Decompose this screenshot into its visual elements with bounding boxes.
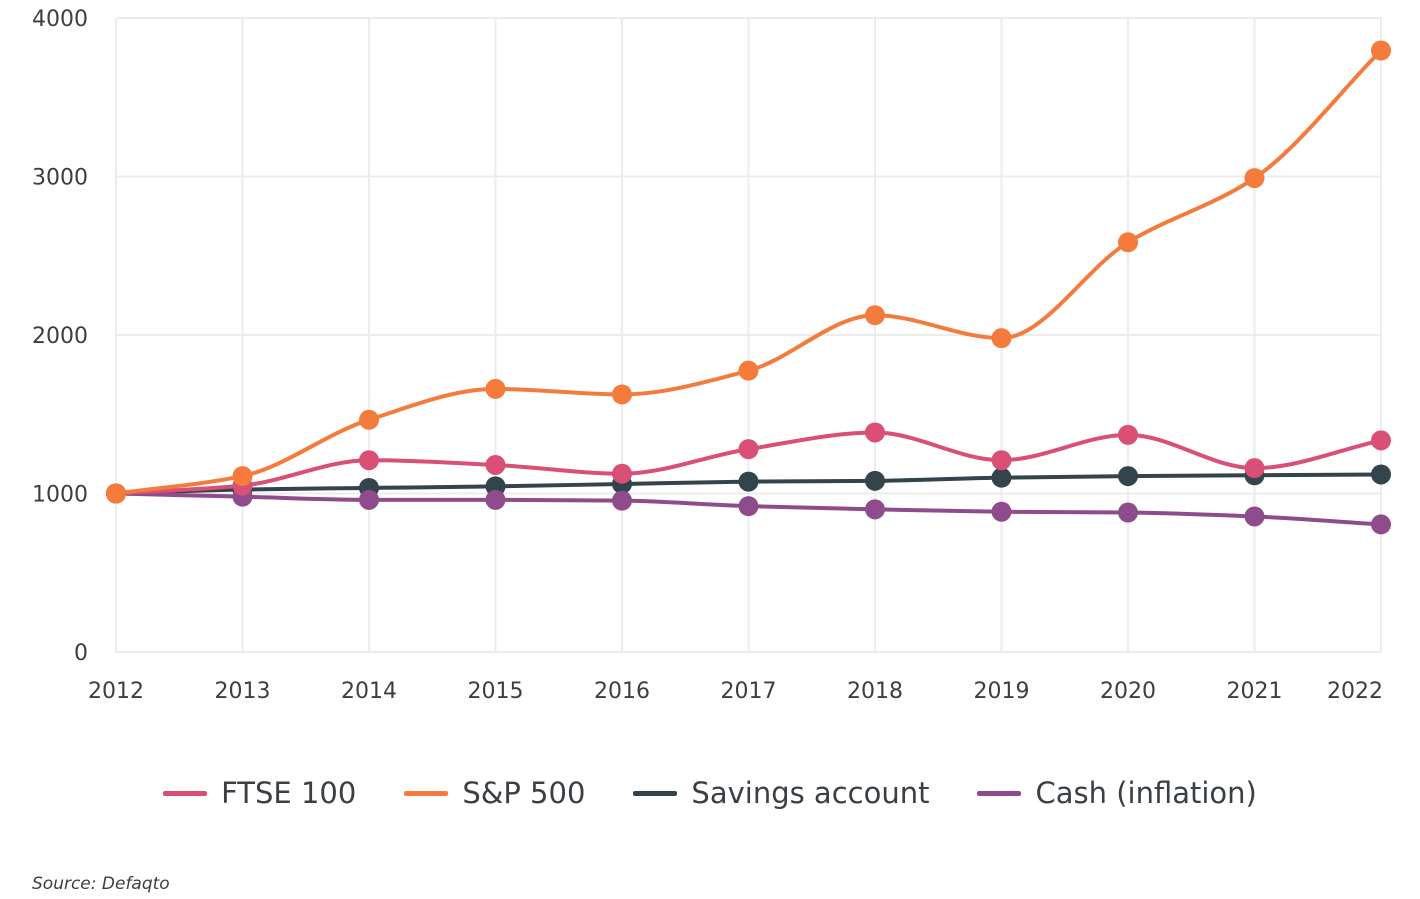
x-tick-label: 2019 — [974, 679, 1030, 704]
data-point-savings-account — [738, 471, 759, 492]
data-point-cash-inflation — [359, 489, 379, 510]
grid — [115, 17, 1382, 653]
data-point-ftse-100 — [485, 454, 506, 475]
legend-item[interactable]: Cash (inflation) — [977, 776, 1257, 810]
data-point-ftse-100 — [1118, 424, 1138, 445]
data-point-s-p-500 — [106, 483, 126, 504]
data-point-s-p-500 — [1118, 232, 1138, 253]
x-tick-label: 2015 — [468, 679, 524, 704]
x-tick-label: 2013 — [215, 679, 271, 704]
data-point-ftse-100 — [991, 450, 1012, 471]
legend-swatch — [163, 790, 208, 796]
x-tick-label: 2014 — [341, 679, 397, 704]
data-point-s-p-500 — [738, 360, 759, 381]
legend-swatch — [633, 790, 678, 796]
data-point-ftse-100 — [738, 439, 759, 460]
legend-item[interactable]: FTSE 100 — [163, 776, 356, 810]
data-point-cash-inflation — [1244, 506, 1265, 527]
data-point-s-p-500 — [359, 409, 379, 430]
data-point-s-p-500 — [1371, 40, 1391, 61]
data-point-s-p-500 — [612, 384, 632, 405]
legend-swatch — [977, 790, 1022, 796]
data-point-cash-inflation — [485, 489, 506, 510]
legend: FTSE 100 S&P 500 Savings account Cash (infl… — [0, 776, 1420, 810]
data-point-s-p-500 — [485, 378, 506, 399]
data-point-savings-account — [865, 470, 885, 491]
legend-label: S&P 500 — [462, 776, 586, 810]
x-axis: 2012 2013 2014 2015 2016 2017 2018 2019 2020 2021… — [88, 679, 1383, 704]
series-line-s-p-500 — [115, 49, 1383, 496]
data-point-savings-account — [1371, 464, 1391, 485]
legend-item[interactable]: Savings account — [633, 776, 929, 810]
data-point-cash-inflation — [612, 490, 632, 511]
x-tick-label: 2012 — [88, 679, 144, 704]
data-point-cash-inflation — [738, 496, 759, 517]
x-tick-label: 2022 — [1327, 679, 1383, 704]
legend-label: Savings account — [691, 776, 930, 810]
legend-label: Cash (inflation) — [1035, 776, 1257, 810]
data-point-ftse-100 — [612, 463, 632, 484]
data-point-s-p-500 — [991, 328, 1012, 349]
data-point-s-p-500 — [232, 466, 253, 487]
x-tick-label: 2018 — [847, 679, 903, 704]
x-tick-label: 2016 — [594, 679, 650, 704]
data-point-savings-account — [991, 467, 1012, 488]
x-tick-label: 2021 — [1227, 679, 1283, 704]
x-tick-label: 2020 — [1100, 679, 1156, 704]
data-point-ftse-100 — [865, 422, 885, 443]
data-point-s-p-500 — [865, 305, 885, 326]
data-point-cash-inflation — [991, 501, 1012, 522]
source-note: Source: Defaqto — [32, 874, 170, 894]
data-point-cash-inflation — [865, 499, 885, 520]
data-point-savings-account — [1118, 466, 1138, 487]
legend-label: FTSE 100 — [221, 776, 357, 810]
legend-item[interactable]: S&P 500 — [404, 776, 585, 810]
data-point-cash-inflation — [1118, 502, 1138, 523]
data-point-s-p-500 — [1244, 168, 1265, 189]
series-points — [106, 40, 1391, 535]
data-point-cash-inflation — [1371, 514, 1391, 535]
x-tick-label: 2017 — [721, 679, 777, 704]
y-tick-label: 0 — [74, 641, 88, 666]
y-tick-label: 1000 — [32, 483, 88, 508]
y-tick-label: 2000 — [32, 324, 88, 349]
y-tick-label: 3000 — [32, 166, 88, 191]
y-tick-label: 4000 — [32, 7, 88, 32]
y-axis: 0 1000 2000 3000 4000 — [32, 7, 88, 666]
data-point-ftse-100 — [1244, 458, 1265, 479]
data-point-ftse-100 — [1371, 430, 1391, 451]
data-point-ftse-100 — [359, 450, 379, 471]
legend-swatch — [404, 790, 449, 796]
